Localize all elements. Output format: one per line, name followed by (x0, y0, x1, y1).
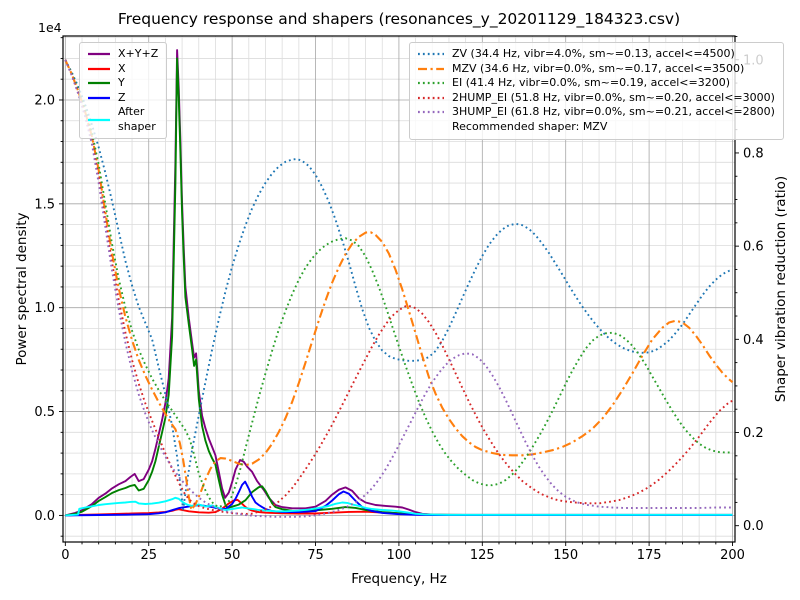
x-tick-label: 100 (387, 548, 412, 563)
legend-label: 2HUMP_EI (51.8 Hz, vibr=0.0%, sm~=0.20, … (452, 90, 775, 104)
x-tick-label: 200 (720, 548, 745, 563)
legend-item: 2HUMP_EI (51.8 Hz, vibr=0.0%, sm~=0.20, … (417, 91, 775, 106)
legend-line-sample (417, 47, 445, 62)
legend-item: X+Y+Z (87, 47, 158, 62)
y-left-tick-label: 0.5 (34, 405, 55, 420)
legend-label: X (118, 61, 126, 75)
legend-item: Y (87, 76, 158, 91)
legend-item: ZV (34.4 Hz, vibr=4.0%, sm~=0.13, accel<… (417, 47, 775, 62)
y-left-tick-label: 1.0 (34, 301, 55, 316)
series-after-shaper (65, 496, 733, 517)
legend-label: After shaper (118, 105, 156, 133)
legend-item: After shaper (87, 105, 158, 134)
legend-line-sample (87, 76, 111, 91)
legend-shapers: ZV (34.4 Hz, vibr=4.0%, sm~=0.13, accel<… (409, 42, 784, 140)
series-x-y-z (65, 49, 733, 517)
legend-line-sample (87, 91, 111, 106)
legend-line-sample (417, 76, 445, 91)
y-right-tick-label: 0.2 (743, 426, 764, 441)
x-axis-label: Frequency, Hz (351, 571, 447, 587)
legend-label: 3HUMP_EI (61.8 Hz, vibr=0.0%, sm~=0.21, … (452, 105, 775, 119)
ticks (59, 36, 739, 546)
legend-label: ZV (34.4 Hz, vibr=4.0%, sm~=0.13, accel<… (452, 47, 735, 61)
legend-line-sample (417, 105, 445, 120)
x-tick-label: 175 (637, 548, 662, 563)
legend-item: MZV (34.6 Hz, vibr=0.0%, sm~=0.17, accel… (417, 62, 775, 77)
chart-title: Frequency response and shapers (resonanc… (117, 10, 681, 28)
legend-label: Z (118, 90, 126, 104)
legend-line-sample (417, 124, 445, 130)
legend-label: Recommended shaper: MZV (452, 120, 608, 133)
legend-line-sample (87, 113, 111, 128)
legend-item: EI (41.4 Hz, vibr=0.0%, sm~=0.19, accel<… (417, 76, 775, 91)
legend-item: 3HUMP_EI (61.8 Hz, vibr=0.0%, sm~=0.21, … (417, 105, 775, 120)
legend-line-sample (87, 62, 111, 77)
legend-label: Y (118, 76, 125, 90)
y-right-tick-label: 0.4 (743, 333, 764, 348)
legend-line-sample (417, 91, 445, 106)
y-axis-offset-text: 1e4 (38, 20, 62, 35)
y-axis-label-right: Shaper vibration reduction (ratio) (773, 175, 789, 403)
x-tick-label: 0 (61, 548, 69, 563)
legend-psd: X+Y+Z X Y Z After shaper (79, 42, 168, 140)
y-left-tick-label: 2.0 (34, 93, 55, 108)
legend-item: Z (87, 91, 158, 106)
y-axis-label-left: Power spectral density (14, 212, 30, 366)
x-tick-label: 125 (470, 548, 495, 563)
y-right-tick-label: 0.8 (743, 146, 764, 161)
legend-line-sample (87, 47, 111, 62)
legend-label: X+Y+Z (118, 47, 159, 61)
series-z (65, 480, 733, 517)
series-group (64, 49, 734, 518)
series-mzv (64, 59, 734, 511)
x-tick-label: 75 (307, 548, 324, 563)
tick-labels: 0 25 50 75 100 125 150 175 200 0.0 0.5 1.0 1.5 2.0 0.0… (34, 53, 763, 563)
legend-label: MZV (34.6 Hz, vibr=0.0%, sm~=0.17, accel… (452, 61, 745, 75)
legend-line-sample (417, 62, 445, 77)
legend-item: Recommended shaper: MZV (417, 120, 775, 135)
y-right-tick-label: 0.0 (743, 519, 764, 534)
y-left-tick-label: 1.5 (34, 197, 55, 212)
x-tick-label: 25 (140, 548, 157, 563)
x-tick-label: 50 (224, 548, 241, 563)
y-right-tick-label: 0.6 (743, 240, 764, 255)
series-ei (64, 59, 733, 509)
x-tick-label: 150 (553, 548, 578, 563)
y-left-tick-label: 0.0 (34, 509, 55, 524)
legend-label: EI (41.4 Hz, vibr=0.0%, sm~=0.19, accel<… (452, 76, 730, 90)
legend-item: X (87, 62, 158, 77)
